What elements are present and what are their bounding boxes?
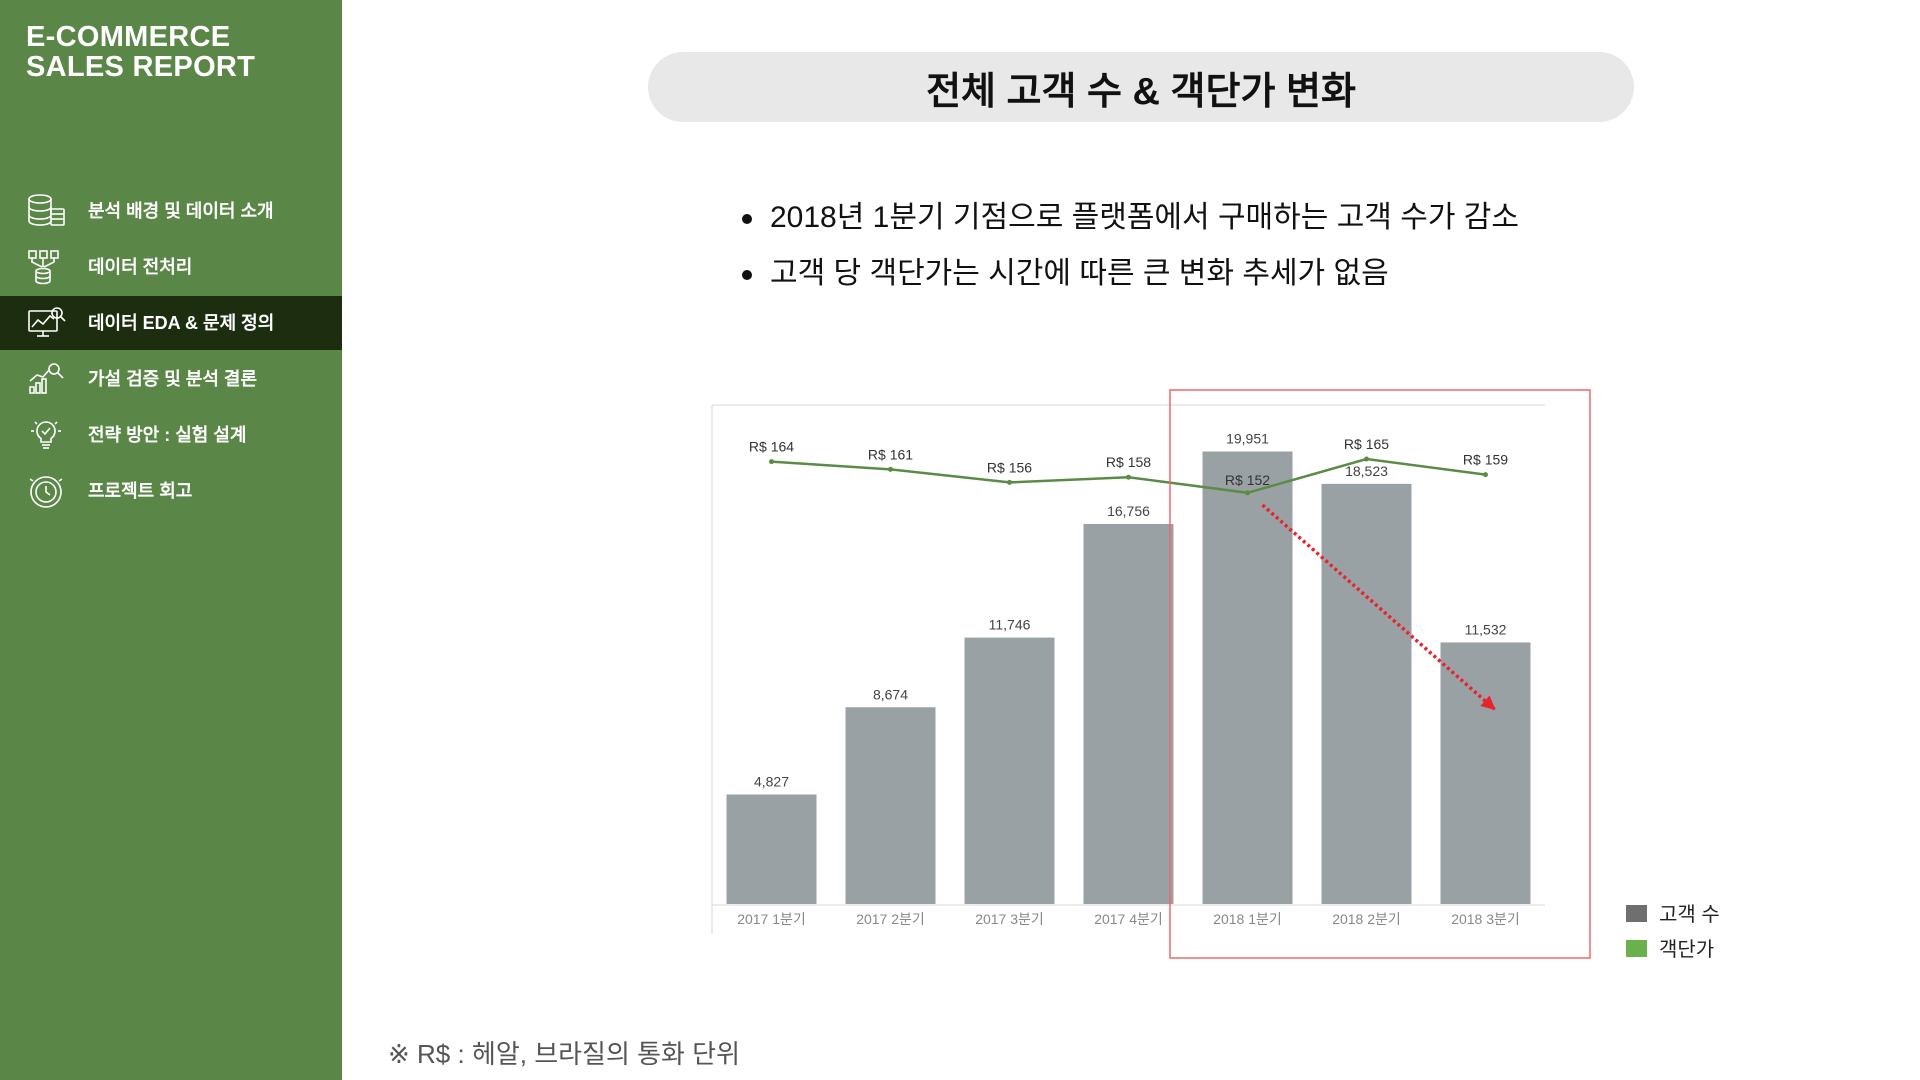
bar-data-label: 4,827: [754, 774, 789, 790]
point-aov: [888, 466, 893, 472]
sidebar-nav: 분석 배경 및 데이터 소개 데이터 전처리: [0, 184, 342, 520]
trend-arrow-head: [1480, 695, 1496, 710]
bar-data-label: 11,532: [1465, 621, 1507, 637]
sidebar-item-label: 데이터 EDA & 문제 정의: [88, 313, 275, 333]
lightbulb-icon: [26, 417, 66, 453]
point-aov: [1007, 479, 1012, 485]
point-aov: [1483, 472, 1488, 478]
sidebar-item-label: 프로젝트 회고: [88, 481, 193, 501]
database-icon: [26, 193, 66, 229]
line-data-label: R$ 161: [868, 446, 913, 462]
clock-icon: [26, 473, 66, 509]
legend-swatch-line: [1626, 940, 1647, 957]
currency-footnote: ※ R$ : 헤알, 브라질의 통화 단위: [388, 1039, 741, 1069]
bar-data-label: 18,523: [1345, 463, 1388, 479]
bar-customers: [1321, 483, 1412, 904]
customer-aov-chart: 4,827 2017 1분기 8,674 2017 2분기 11,746 2017 3분기…: [711, 389, 1591, 959]
trend-arrow-line: [1261, 503, 1497, 712]
sidebar-item-label: 전략 방안 : 실험 설계: [88, 425, 247, 445]
page-title: 전체 고객 수 & 객단가 변화: [926, 70, 1356, 113]
bar-customers: [726, 794, 817, 904]
point-aov: [1126, 474, 1131, 480]
brand-line-1: E-COMMERCE: [26, 21, 231, 53]
sidebar-item-label: 가설 검증 및 분석 결론: [88, 369, 258, 389]
sidebar-item-label: 분석 배경 및 데이터 소개: [88, 201, 274, 221]
data-funnel-icon: [26, 249, 66, 285]
x-tick-label: 2017 1분기: [737, 911, 806, 927]
line-data-label: R$ 164: [749, 439, 794, 455]
bar-customers: [845, 707, 936, 904]
x-tick-label: 2018 3분기: [1451, 911, 1520, 927]
page-title-banner: 전체 고객 수 & 객단가 변화: [648, 52, 1634, 122]
x-tick-label: 2017 2분기: [856, 911, 925, 927]
line-data-label: R$ 158: [1106, 454, 1151, 470]
bullet-item: 고객 당 객단가는 시간에 따른 큰 변화 추세가 없음: [740, 246, 1519, 302]
point-aov: [1245, 490, 1250, 496]
sidebar-item-hypothesis[interactable]: 가설 검증 및 분석 결론: [0, 352, 342, 406]
sidebar-item-strategy[interactable]: 전략 방안 : 실험 설계: [0, 408, 342, 462]
brand-line-2: SALES REPORT: [26, 51, 256, 83]
bullet-item: 2018년 1분기 기점으로 플랫폼에서 구매하는 고객 수가 감소: [740, 190, 1519, 246]
bar-data-label: 19,951: [1226, 430, 1269, 446]
point-aov: [769, 459, 774, 465]
legend-label: 객단가: [1659, 939, 1715, 961]
sidebar-item-data-intro[interactable]: 분석 배경 및 데이터 소개: [0, 184, 342, 238]
sidebar-item-preprocessing[interactable]: 데이터 전처리: [0, 240, 342, 294]
legend-label: 고객 수: [1659, 904, 1720, 926]
bar-data-label: 8,674: [873, 686, 908, 702]
line-data-label: R$ 165: [1344, 436, 1389, 452]
sidebar: E-COMMERCE SALES REPORT 분석 배경 및 데이터 소개: [0, 0, 342, 1080]
x-tick-label: 2017 3분기: [975, 911, 1044, 927]
x-tick-label: 2017 4분기: [1094, 911, 1163, 927]
brand-title: E-COMMERCE SALES REPORT: [26, 22, 255, 82]
sidebar-item-label: 데이터 전처리: [88, 257, 193, 277]
point-aov: [1364, 456, 1369, 462]
bar-customers: [1083, 523, 1174, 904]
analytics-monitor-icon: [26, 305, 66, 341]
bar-data-label: 16,756: [1107, 503, 1150, 519]
x-tick-label: 2018 1분기: [1213, 911, 1282, 927]
bar-customers: [964, 637, 1055, 904]
line-data-label: R$ 152: [1225, 472, 1270, 488]
highlight-2018-box: [1169, 389, 1591, 959]
bar-customers: [1440, 642, 1531, 904]
line-data-label: R$ 156: [987, 459, 1032, 475]
legend-swatch-bar: [1626, 905, 1647, 922]
sidebar-item-retrospective[interactable]: 프로젝트 회고: [0, 464, 342, 518]
x-tick-label: 2018 2분기: [1332, 911, 1401, 927]
bar-customers: [1202, 451, 1293, 904]
line-data-label: R$ 159: [1463, 452, 1508, 468]
bar-data-label: 11,746: [989, 617, 1031, 633]
chart-search-icon: [26, 361, 66, 397]
sidebar-item-eda[interactable]: 데이터 EDA & 문제 정의: [0, 296, 342, 350]
summary-bullets: 2018년 1분기 기점으로 플랫폼에서 구매하는 고객 수가 감소 고객 당 …: [740, 190, 1519, 302]
